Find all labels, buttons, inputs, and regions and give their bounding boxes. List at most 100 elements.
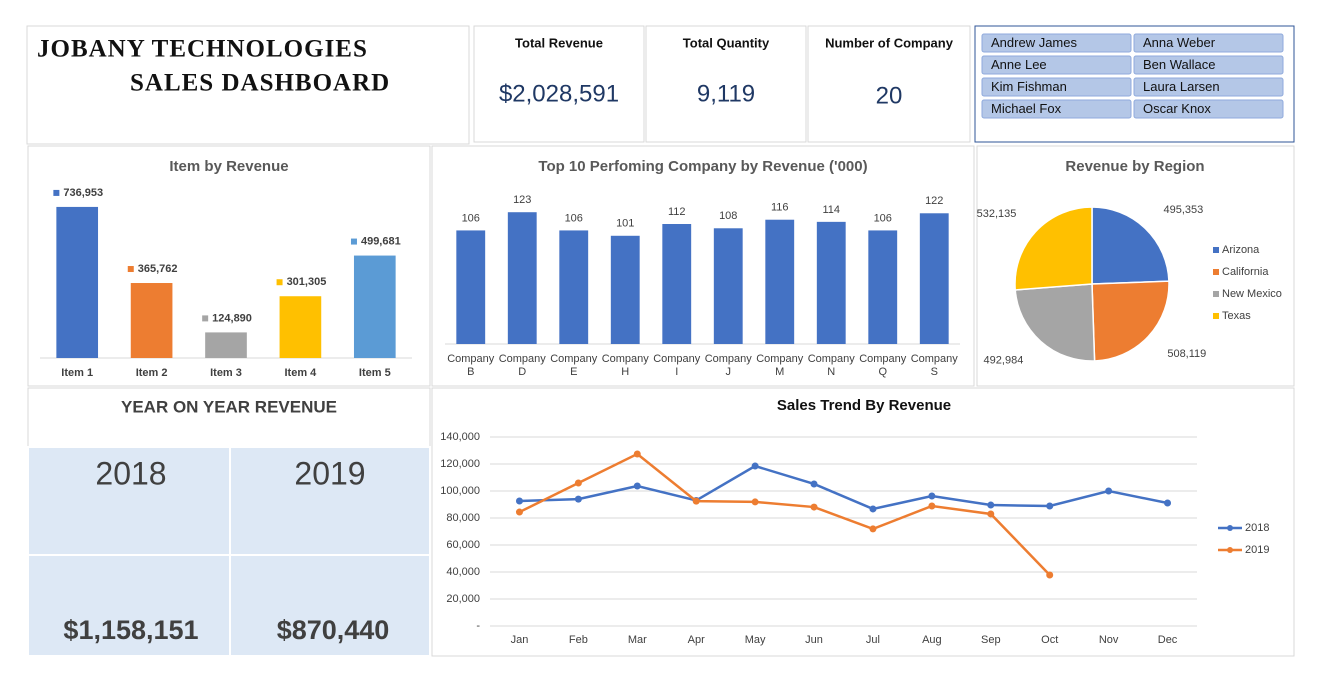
x-tick-label: Sep [981, 634, 1001, 646]
bar [353, 255, 396, 358]
data-label: 122 [925, 195, 943, 207]
data-label: 123 [513, 194, 531, 206]
legend-swatch [1213, 291, 1219, 297]
x-tick-label: Company S [911, 353, 959, 378]
y-tick-label: 80,000 [446, 512, 480, 524]
slicer-button[interactable] [1133, 77, 1284, 97]
kpi-value: $2,028,591 [499, 80, 619, 107]
x-tick-label: Company D [499, 353, 547, 378]
slicer-button[interactable] [981, 99, 1132, 119]
data-label: 365,762 [138, 263, 178, 275]
point [633, 482, 641, 490]
x-tick-label: Mar [628, 634, 647, 646]
x-tick-label: Company B [447, 353, 495, 378]
x-tick-label: Jun [805, 634, 823, 646]
y-tick-label: 120,000 [440, 458, 480, 470]
point [810, 480, 818, 488]
chart-title: Revenue by Region [1065, 158, 1204, 175]
bar [130, 283, 173, 358]
chart-title: Item by Revenue [169, 158, 288, 175]
legend-label: Arizona [1222, 244, 1260, 256]
slicer-button[interactable] [981, 55, 1132, 75]
x-tick-label: Company N [808, 353, 856, 378]
point [928, 492, 936, 500]
slicer-button[interactable] [981, 77, 1132, 97]
bar [205, 332, 247, 358]
point [810, 503, 818, 511]
point [869, 525, 877, 533]
yoy-value: $870,440 [277, 615, 390, 645]
data-label: 508,119 [1167, 348, 1206, 360]
bar [559, 230, 589, 344]
point [1105, 487, 1113, 495]
y-tick-label: 60,000 [446, 539, 480, 551]
x-tick-label: Feb [569, 634, 588, 646]
slicer-label[interactable]: Anna Weber [1143, 35, 1216, 50]
point [692, 497, 700, 505]
data-label: 106 [565, 212, 583, 224]
point [515, 508, 523, 516]
slicer-label[interactable]: Ben Wallace [1143, 57, 1216, 72]
legend-swatch [1213, 247, 1219, 253]
pie-slice [1091, 280, 1170, 362]
slicer-label[interactable]: Kim Fishman [991, 79, 1067, 94]
data-label: 492,984 [984, 355, 1024, 367]
slicer-label[interactable]: Michael Fox [991, 101, 1062, 116]
x-tick-label: Company Q [859, 353, 907, 378]
y-tick-label: 40,000 [446, 566, 480, 578]
data-label: 106 [462, 212, 480, 224]
data-label: 124,890 [212, 312, 252, 324]
pie-slice [1014, 206, 1093, 291]
x-tick-label: Item 3 [210, 367, 242, 379]
point [751, 462, 759, 470]
y-tick-label: 140,000 [440, 431, 480, 443]
bar [456, 230, 486, 344]
x-tick-label: Aug [922, 634, 942, 646]
point [574, 495, 582, 503]
slicer-button[interactable] [1133, 55, 1284, 75]
data-label: 532,135 [977, 208, 1017, 220]
pie-slice [1014, 283, 1096, 362]
point [928, 502, 936, 510]
x-tick-label: Dec [1158, 634, 1178, 646]
x-tick-label: Company E [550, 353, 598, 378]
slicer-button[interactable] [1133, 33, 1284, 53]
slicer-label[interactable]: Oscar Knox [1143, 101, 1211, 116]
x-tick-label: Nov [1099, 634, 1119, 646]
chart-panel [431, 387, 1295, 657]
slicer-label[interactable]: Laura Larsen [1143, 79, 1220, 94]
yoy-cell [27, 446, 231, 556]
bar [765, 219, 795, 344]
x-tick-label: Jan [511, 634, 529, 646]
slicer-label[interactable]: Andrew James [991, 35, 1077, 50]
slicer-button[interactable] [981, 33, 1132, 53]
data-label: 495,353 [1163, 204, 1203, 216]
label-marker [350, 238, 357, 245]
x-tick-label: May [745, 634, 766, 646]
yoy-cell [27, 554, 231, 657]
point [987, 501, 995, 509]
point [869, 505, 877, 513]
slicer-button[interactable] [1133, 99, 1284, 119]
legend-label: 2019 [1245, 544, 1269, 556]
label-marker [202, 315, 209, 322]
yoy-cell [229, 446, 431, 556]
bar [868, 230, 898, 344]
yoy-cell [229, 554, 431, 657]
slicer-label[interactable]: Anne Lee [991, 57, 1047, 72]
title-line: JOBANY TECHNOLOGIES [37, 36, 368, 63]
label-marker [127, 266, 134, 273]
bar [816, 221, 846, 344]
bar [919, 213, 949, 344]
label-marker [276, 279, 283, 286]
y-tick-label: 100,000 [440, 485, 480, 497]
kpi-value: 20 [876, 82, 903, 109]
legend-swatch [1213, 269, 1219, 275]
x-tick-label: Item 2 [136, 367, 168, 379]
series-line [518, 452, 1051, 576]
point [1046, 571, 1054, 579]
x-tick-label: Oct [1041, 634, 1058, 646]
point [987, 510, 995, 518]
bar [507, 212, 537, 344]
kpi-panel [473, 25, 645, 143]
